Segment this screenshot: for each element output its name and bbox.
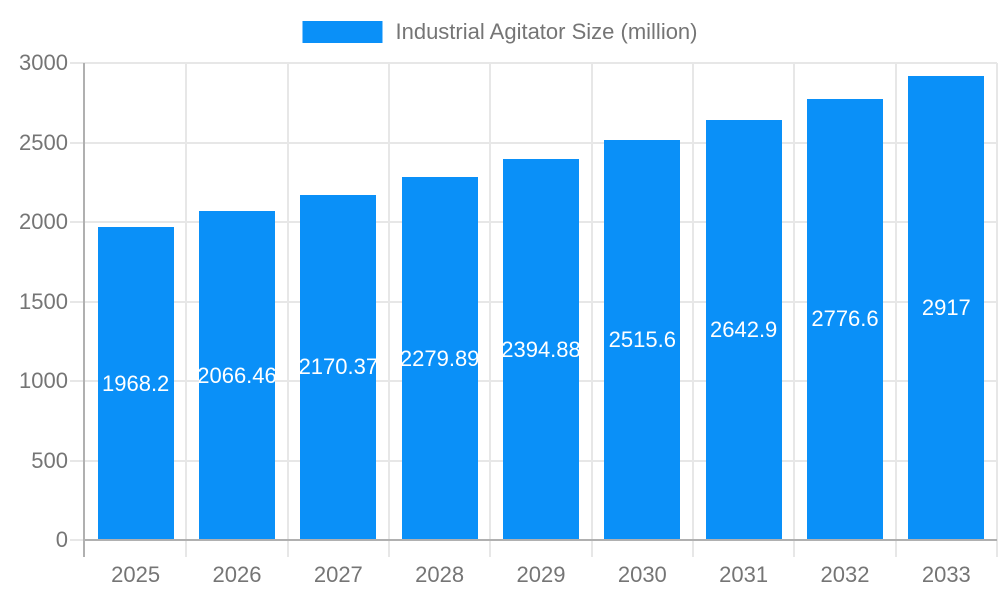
bar-2030[interactable]: 2515.6 — [604, 140, 681, 540]
x-axis-line — [85, 539, 997, 541]
y-tick-mark — [70, 300, 85, 303]
x-tick-mark — [185, 540, 188, 557]
x-axis-label: 2031 — [719, 562, 769, 587]
bar-2031[interactable]: 2642.9 — [705, 119, 782, 540]
y-tick-mark — [70, 221, 85, 223]
x-axis-label: 2028 — [415, 562, 465, 587]
x-tick-mark — [894, 540, 897, 557]
y-tick-mark — [70, 380, 85, 382]
gridline-vertical — [692, 63, 694, 540]
bar-value-label: 1968.2 — [102, 370, 170, 396]
gridline-horizontal — [85, 141, 997, 144]
y-axis-label: 1500 — [19, 288, 68, 314]
y-tick-mark — [70, 539, 85, 541]
y-axis-label: 1000 — [19, 368, 68, 393]
bar-2032[interactable]: 2776.6 — [807, 98, 883, 540]
gridline-vertical — [185, 63, 188, 540]
gridline-vertical — [996, 63, 998, 540]
x-tick-mark — [388, 540, 390, 557]
bar-value-label: 2279.89 — [401, 345, 478, 371]
y-tick-mark — [70, 141, 85, 144]
gridline-vertical — [894, 63, 897, 540]
bar-value-label: 2170.37 — [300, 354, 377, 380]
bar-2025[interactable]: 1968.2 — [97, 227, 174, 540]
bar-2027[interactable]: 2170.37 — [300, 194, 377, 540]
y-axis-label: 2000 — [19, 209, 68, 234]
gridline-vertical — [793, 63, 796, 540]
x-axis-label: 2027 — [313, 562, 363, 587]
bar-2033[interactable]: 2917 — [908, 76, 985, 540]
x-tick-mark — [996, 540, 998, 557]
gridline-vertical — [388, 63, 390, 540]
x-axis-label: 2026 — [212, 562, 262, 587]
y-axis-label: 3000 — [19, 50, 68, 75]
y-axis-label: 2500 — [19, 129, 68, 155]
y-tick-mark — [70, 62, 85, 64]
x-tick-mark — [489, 540, 492, 557]
x-tick-mark — [286, 540, 289, 557]
y-axis-line — [83, 63, 85, 557]
bar-value-label: 2642.9 — [710, 316, 778, 342]
y-tick-mark — [70, 459, 85, 462]
x-axis-label: 2025 — [111, 562, 161, 587]
y-axis-label: 500 — [31, 447, 68, 473]
x-axis-label: 2032 — [820, 562, 870, 587]
gridline-vertical — [590, 63, 593, 540]
bar-2029[interactable]: 2394.88 — [503, 159, 579, 540]
bar-2028[interactable]: 2279.89 — [401, 177, 478, 540]
bar-value-label: 2066.46 — [199, 362, 275, 388]
legend-item[interactable]: Industrial Agitator Size (million) — [302, 19, 698, 45]
x-tick-mark — [590, 540, 593, 557]
legend-swatch-icon — [302, 21, 383, 43]
x-axis-label: 2029 — [516, 562, 566, 587]
bar-value-label: 2515.6 — [608, 327, 676, 352]
gridline-horizontal — [85, 62, 997, 64]
x-tick-mark — [692, 540, 694, 557]
gridline-vertical — [489, 63, 492, 540]
x-tick-mark — [793, 540, 796, 557]
bar-value-label: 2917 — [921, 295, 971, 321]
y-axis-label: 0 — [55, 527, 68, 552]
bar-value-label: 2776.6 — [811, 306, 879, 332]
bar-2026[interactable]: 2066.46 — [199, 211, 275, 540]
x-axis-label: 2033 — [921, 562, 971, 587]
legend-label: Industrial Agitator Size (million) — [395, 19, 698, 44]
gridline-vertical — [286, 63, 289, 540]
bar-value-label: 2394.88 — [503, 336, 579, 362]
x-axis-label: 2030 — [617, 562, 667, 587]
